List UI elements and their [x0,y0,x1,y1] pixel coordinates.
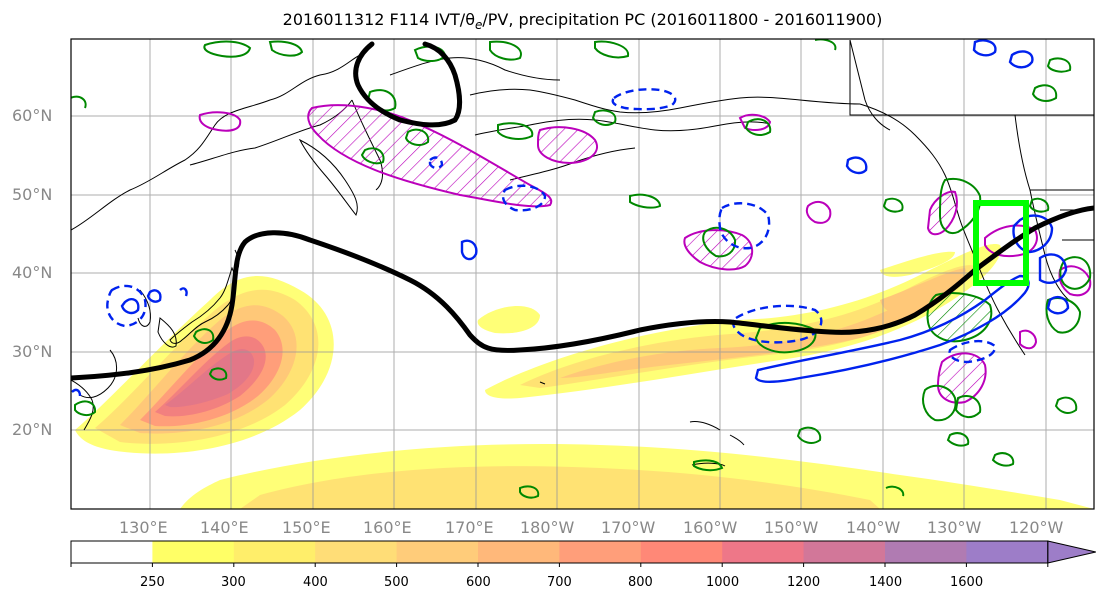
lat-label-60: 60°N [12,106,53,125]
colorbar-segment [966,541,1049,563]
colorbar-tick-700: 700 [547,575,572,590]
colorbar-segment [640,541,723,563]
title-suffix: /PV, precipitation PC (2016011800 - 2016… [482,10,883,29]
title-subscript: e [474,18,483,33]
lat-label-50: 50°N [12,185,53,204]
pv-dashed-contours [106,88,997,364]
lon-label-130e: 130°E [119,518,168,537]
lon-label-170e: 170°E [445,518,494,537]
lon-label-170w: 170°W [601,518,656,537]
colorbar-tick-250: 250 [140,575,165,590]
colorbar-tick-800: 800 [628,575,653,590]
title-prefix: 2016011312 F114 IVT/θ [282,10,475,29]
precip-magenta-contours [198,104,1092,404]
lon-label-150w: 150°W [764,518,819,537]
colorbar-segment [71,541,153,563]
colorbar-tick-500: 500 [384,575,409,590]
lon-label-160w: 160°W [683,518,738,537]
colorbar-segment [396,541,479,563]
colorbar-tick-600: 600 [466,575,491,590]
colorbar-segment [885,541,967,563]
colorbar-tick-1600: 1600 [950,575,984,590]
colorbar-segment [559,541,642,563]
target-box [973,200,1029,286]
colorbar-tick-1000: 1000 [706,575,740,590]
lon-label-150e: 150°E [282,518,331,537]
lat-label-20: 20°N [12,420,53,439]
colorbar-tick-400: 400 [303,575,328,590]
lon-label-130w: 130°W [927,518,982,537]
colorbar-segment [233,541,316,563]
colorbar-extension [1047,540,1096,564]
lon-label-140e: 140°E [200,518,249,537]
lon-label-160e: 160°E [363,518,412,537]
colorbar-segment [152,541,235,563]
lat-label-30: 30°N [12,342,53,361]
map-frame [70,38,1095,510]
theta-e-contour [71,41,1094,381]
colorbar-tick-1400: 1400 [869,575,903,590]
colorbar-tick-1200: 1200 [787,575,821,590]
colorbar-segment [803,541,886,563]
colorbar [70,540,1096,567]
colorbar-tick-300: 300 [221,575,246,590]
colorbar-segment [478,541,560,563]
colorbar-segment [315,541,398,563]
lon-label-140w: 140°W [846,518,901,537]
chart-title: 2016011312 F114 IVT/θe/PV, precipitation… [0,10,1105,32]
lon-label-180w: 180°W [520,518,575,537]
lat-label-40: 40°N [12,263,53,282]
colorbar-segment [722,541,805,563]
lon-label-120w: 120°W [1009,518,1064,537]
